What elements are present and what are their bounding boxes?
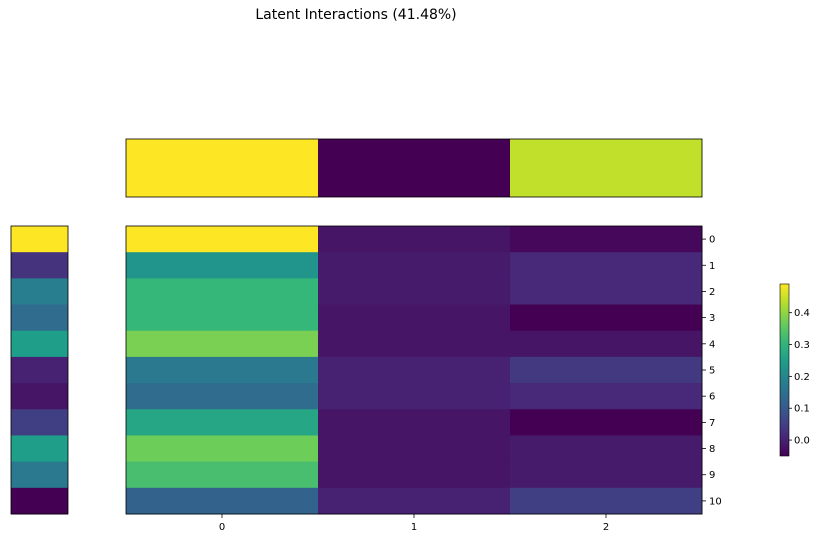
y-tick-label-4: 4 [709, 339, 715, 350]
heatmap-cell-3-1 [318, 304, 511, 332]
y-tick-label-9: 9 [709, 470, 715, 481]
left-marginal-cell-2 [11, 278, 68, 306]
heatmap-cell-4-1 [318, 330, 511, 358]
heatmap-cell-4-2 [510, 330, 703, 358]
left-marginal-frame [10, 225, 69, 515]
y-tick-label-10: 10 [709, 496, 722, 507]
top-marginal-cell-1 [318, 139, 511, 197]
heatmap-cell-6-2 [510, 383, 703, 410]
left-marginal-cell-7 [11, 409, 68, 436]
left-marginal-heatmap [10, 225, 69, 515]
colorbar-tick-label-0: 0.0 [794, 436, 810, 447]
x-tick-label-1: 1 [411, 522, 417, 533]
top-marginal-heatmap [125, 138, 703, 198]
heatmap-cell-8-0 [126, 435, 319, 463]
left-marginal-cell-8 [11, 435, 68, 463]
heatmap-cell-5-0 [126, 356, 319, 384]
y-tick-label-5: 5 [709, 366, 715, 377]
heatmap-cell-1-1 [318, 252, 511, 279]
heatmap-cell-10-1 [318, 487, 511, 515]
y-tick-label-1: 1 [709, 261, 715, 272]
heatmap-cell-0-2 [510, 226, 703, 253]
heatmap-cell-10-2 [510, 487, 703, 515]
heatmap-cell-2-1 [318, 278, 511, 306]
main-heatmap [125, 225, 703, 515]
colorbar-tick-label-2: 0.2 [794, 372, 810, 383]
x-tick-label-0: 0 [219, 522, 225, 533]
colorbar-tick-label-1: 0.1 [794, 404, 810, 415]
left-marginal-cell-3 [11, 304, 68, 332]
top-marginal-frame [125, 138, 703, 198]
y-tick-label-8: 8 [709, 444, 715, 455]
left-marginal-cell-6 [11, 383, 68, 410]
left-marginal-cell-4 [11, 330, 68, 358]
heatmap-cell-5-2 [510, 356, 703, 384]
heatmap-cell-10-0 [126, 487, 319, 515]
heatmap-cell-7-2 [510, 409, 703, 436]
heatmap-cell-2-2 [510, 278, 703, 306]
left-marginal-cell-1 [11, 252, 68, 279]
heatmap-cell-6-0 [126, 383, 319, 410]
y-axis-ticks: 0 1 2 3 4 5 6 7 8 9 10 [702, 235, 722, 507]
heatmap-cell-6-1 [318, 383, 511, 410]
y-tick-label-7: 7 [709, 418, 715, 429]
heatmap-cell-7-1 [318, 409, 511, 436]
heatmap-cell-0-0 [126, 226, 319, 253]
top-marginal-cell-2 [510, 139, 703, 197]
colorbar-tick-label-3: 0.3 [794, 340, 810, 351]
y-tick-label-0: 0 [709, 235, 715, 246]
y-tick-label-3: 3 [709, 313, 715, 324]
y-tick-label-6: 6 [709, 392, 715, 403]
heatmap-cell-1-0 [126, 252, 319, 279]
colorbar: 0.0 0.1 0.2 0.3 0.4 [779, 283, 810, 457]
colorbar-tick-label-4: 0.4 [794, 308, 810, 319]
x-tick-label-2: 2 [603, 522, 609, 533]
left-marginal-cell-9 [11, 461, 68, 489]
heatmap-cell-4-0 [126, 330, 319, 358]
heatmap-cell-2-0 [126, 278, 319, 306]
x-axis-ticks: 0 1 2 [219, 514, 609, 533]
colorbar-gradient [779, 283, 790, 457]
left-marginal-cell-10 [11, 487, 68, 515]
heatmap-cell-9-2 [510, 461, 703, 489]
heatmap-cell-7-0 [126, 409, 319, 436]
left-marginal-cell-5 [11, 356, 68, 384]
heatmap-cell-8-2 [510, 435, 703, 463]
chart-title: Latent Interactions (41.48%) [255, 7, 456, 23]
heatmap-cell-8-1 [318, 435, 511, 463]
heatmap-cell-5-1 [318, 356, 511, 384]
heatmap-cell-1-2 [510, 252, 703, 279]
heatmap-cell-9-0 [126, 461, 319, 489]
y-tick-label-2: 2 [709, 287, 715, 298]
heatmap-cell-3-0 [126, 304, 319, 332]
heatmap-cell-0-1 [318, 226, 511, 253]
top-marginal-cell-0 [126, 139, 319, 197]
heatmap-cell-9-1 [318, 461, 511, 489]
heatmap-cell-3-2 [510, 304, 703, 332]
left-marginal-cell-0 [11, 226, 68, 253]
